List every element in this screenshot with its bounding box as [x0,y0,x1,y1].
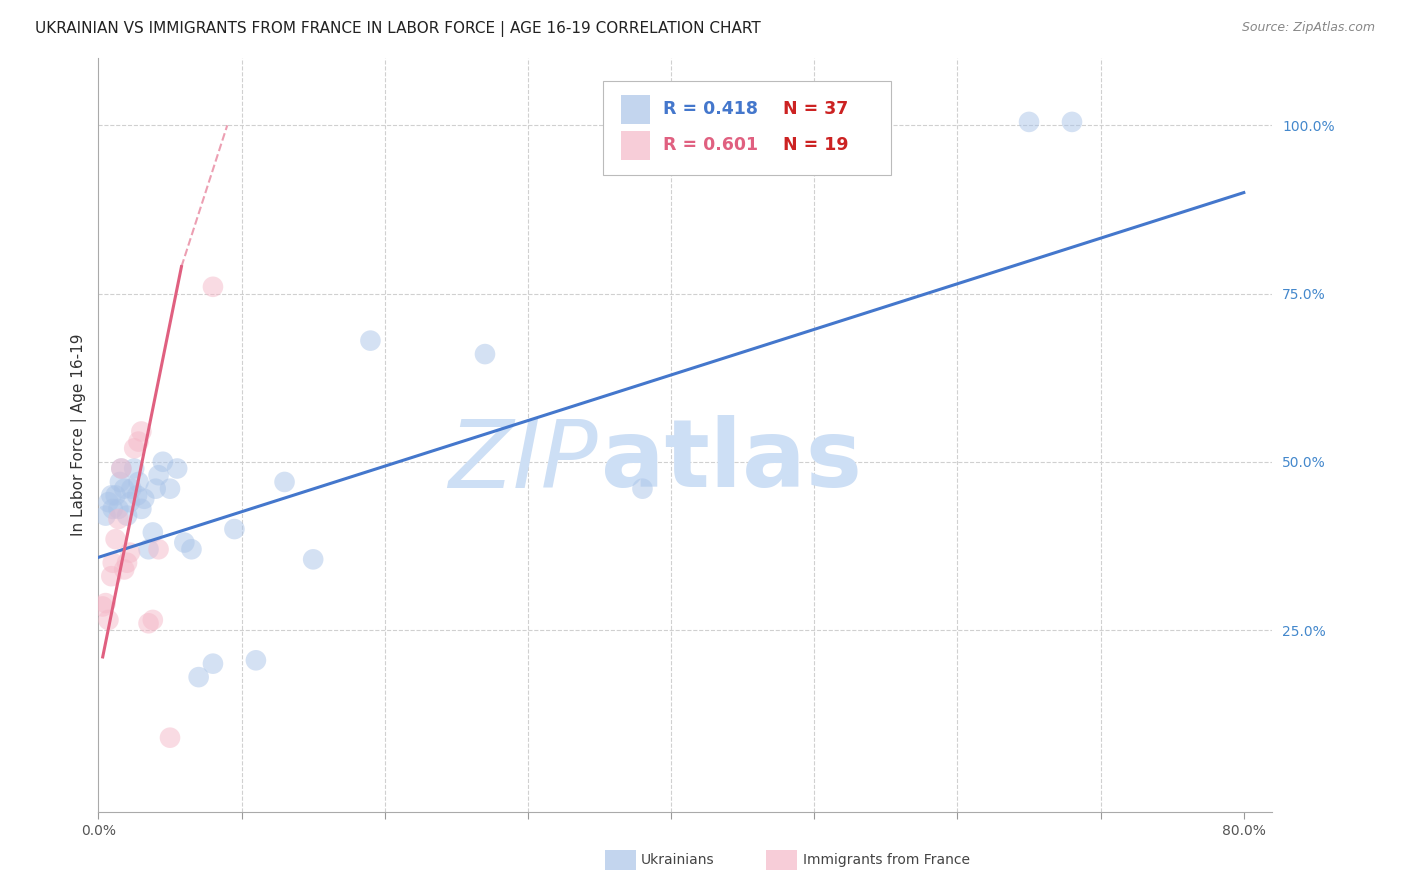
Point [128,434,150,449]
Point [100,488,122,502]
Point [159,731,181,745]
Point [125,488,148,502]
Point [115,556,138,570]
Point [166,461,188,475]
Point [104,532,127,546]
Text: Source: ZipAtlas.com: Source: ZipAtlas.com [1241,21,1375,35]
Point [159,482,181,496]
Point [97,495,120,509]
Point [201,280,224,294]
Point [142,525,165,540]
Point [474,347,496,361]
Point [101,556,124,570]
Point [100,569,122,583]
Point [148,468,170,483]
Text: ZIP: ZIP [447,416,598,507]
Point [122,461,145,475]
Point [1060,115,1083,129]
Point [201,657,224,671]
Text: atlas: atlas [600,416,862,508]
Point [101,501,124,516]
Point [173,535,195,549]
Point [112,562,135,576]
Point [118,495,141,509]
Point [108,475,131,489]
Text: Ukrainians: Ukrainians [641,853,714,867]
Point [91,599,114,614]
Point [97,613,120,627]
Bar [621,131,650,160]
Point [94,596,117,610]
Text: N = 37: N = 37 [783,100,848,119]
Point [104,488,127,502]
Point [152,455,174,469]
Text: Immigrants from France: Immigrants from France [803,853,970,867]
Point [142,613,165,627]
Point [122,442,145,456]
Point [107,512,129,526]
Point [107,501,129,516]
Point [110,461,132,475]
Point [273,475,295,489]
Point [302,552,325,566]
Point [359,334,381,348]
Bar [621,95,650,124]
Point [1018,115,1040,129]
Point [631,482,654,496]
Point [94,508,117,523]
Point [115,508,138,523]
Point [224,522,246,536]
Point [120,482,142,496]
Text: N = 19: N = 19 [783,136,848,154]
Point [131,425,153,439]
FancyBboxPatch shape [603,80,891,175]
Point [112,482,135,496]
Point [131,501,153,516]
Point [138,542,160,557]
Y-axis label: In Labor Force | Age 16-19: In Labor Force | Age 16-19 [72,334,87,536]
Text: UKRAINIAN VS IMMIGRANTS FROM FRANCE IN LABOR FORCE | AGE 16-19 CORRELATION CHART: UKRAINIAN VS IMMIGRANTS FROM FRANCE IN L… [35,21,761,37]
Point [187,670,209,684]
Point [145,482,167,496]
Point [138,616,160,631]
Text: R = 0.601: R = 0.601 [664,136,758,154]
Point [128,475,150,489]
Point [245,653,267,667]
Text: R = 0.418: R = 0.418 [664,100,758,119]
Point [180,542,202,557]
Point [134,491,156,506]
Point [118,546,141,560]
Point [148,542,170,557]
Point [110,461,132,475]
